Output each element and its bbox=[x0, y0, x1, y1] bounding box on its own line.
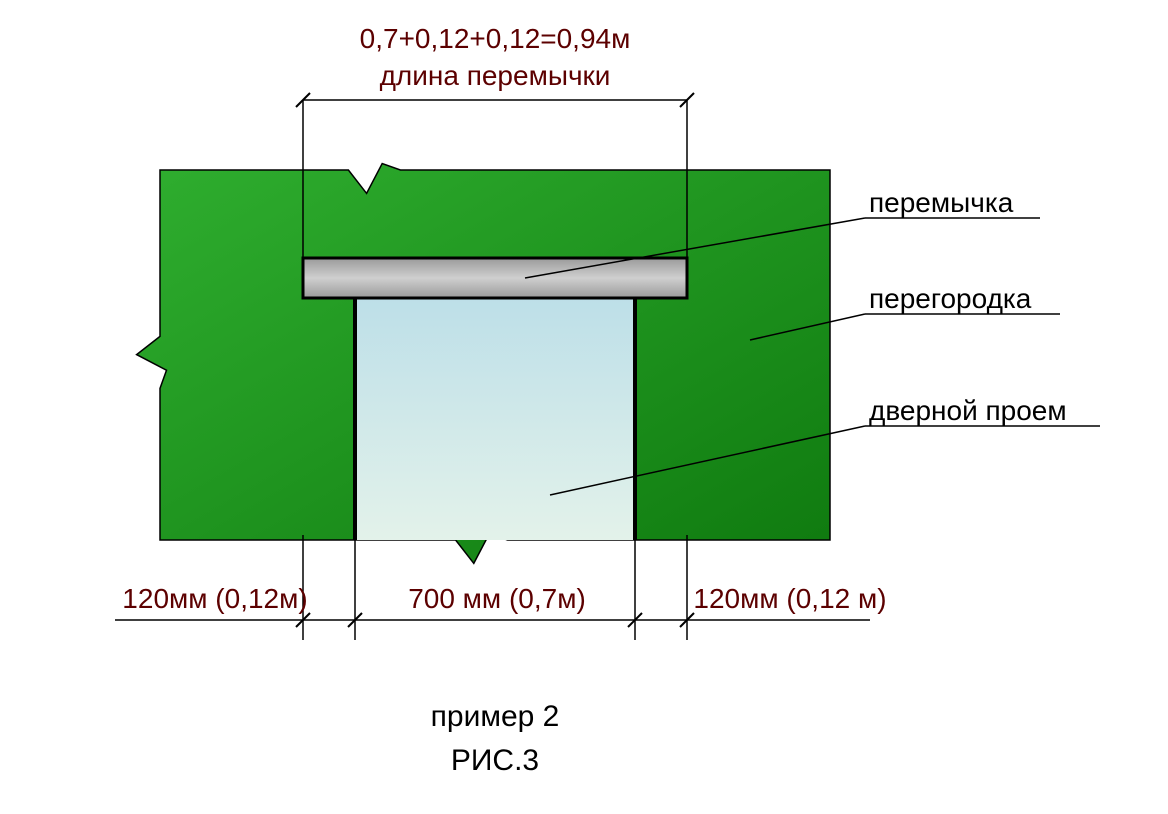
lintel bbox=[303, 258, 687, 298]
callout-label-lintel: перемычка bbox=[869, 187, 1014, 218]
caption-line-1: пример 2 bbox=[431, 700, 560, 733]
top-dim-value: 0,7+0,12+0,12=0,94м bbox=[360, 23, 631, 54]
callout-label-opening: дверной проем bbox=[869, 395, 1067, 426]
door-opening bbox=[355, 260, 635, 540]
bottom-dim-label: 700 мм (0,7м) bbox=[408, 583, 586, 614]
bottom-dim-label: 120мм (0,12м) bbox=[122, 583, 307, 614]
caption-line-2: РИС.3 bbox=[451, 744, 539, 777]
callout-label-partition: перегородка bbox=[869, 283, 1032, 314]
bottom-dim-label: 120мм (0,12 м) bbox=[693, 583, 886, 614]
top-dim-label: длина перемычки bbox=[380, 60, 611, 91]
